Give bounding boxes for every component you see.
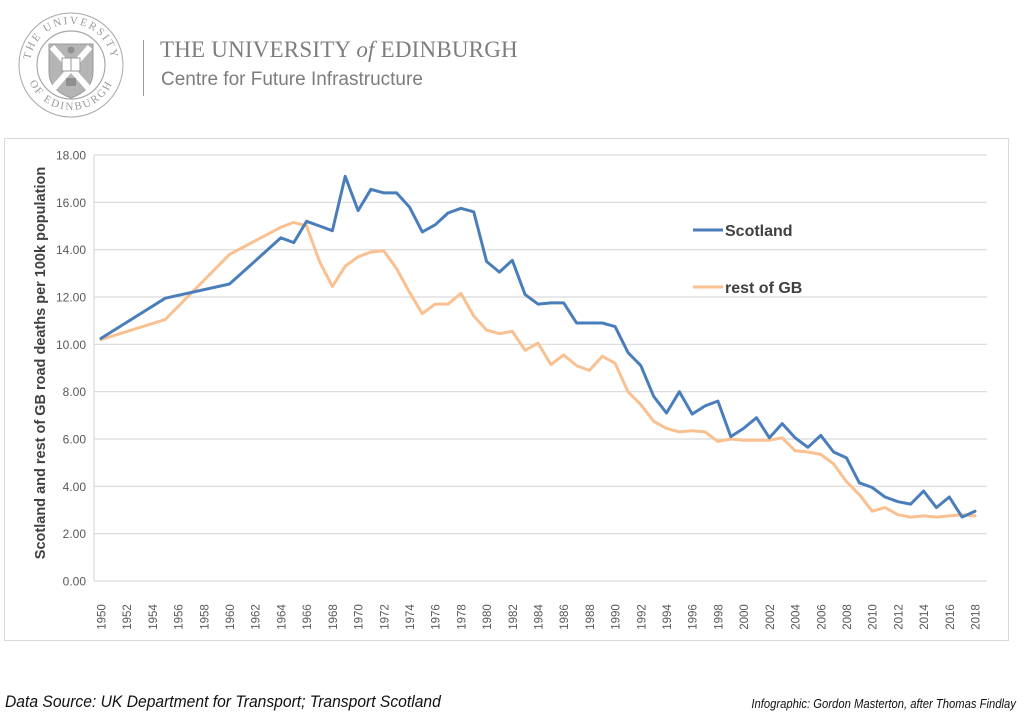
y-tick-label: 6.00 bbox=[63, 433, 87, 447]
x-tick-label: 1970 bbox=[354, 604, 366, 630]
legend-label-scotland: Scotland bbox=[725, 223, 793, 240]
university-name-suffix: EDINBURGH bbox=[374, 37, 518, 62]
x-tick-label: 1980 bbox=[482, 604, 494, 630]
series-line-scotland bbox=[99, 174, 977, 519]
university-name-prefix: THE UNIVERSITY bbox=[160, 37, 357, 62]
y-tick-label: 2.00 bbox=[63, 527, 87, 541]
y-tick-label: 10.00 bbox=[56, 338, 86, 352]
x-tick-label: 1972 bbox=[379, 604, 391, 630]
x-tick-label: 1998 bbox=[713, 604, 725, 630]
gridlines bbox=[93, 154, 987, 582]
x-tick-label: 2014 bbox=[919, 604, 931, 630]
y-tick-label: 0.00 bbox=[63, 575, 87, 589]
x-tick-label: 1996 bbox=[688, 604, 700, 630]
y-tick-label: 14.00 bbox=[56, 243, 86, 257]
x-tick-label: 2016 bbox=[945, 604, 957, 630]
x-tick-label: 1960 bbox=[225, 604, 237, 630]
y-tick-label: 16.00 bbox=[56, 196, 86, 210]
y-tick-label: 8.00 bbox=[63, 385, 87, 399]
x-tick-label: 1976 bbox=[431, 604, 443, 630]
y-tick-label: 12.00 bbox=[56, 291, 86, 305]
x-tick-label: 2018 bbox=[971, 604, 983, 630]
series-lines bbox=[99, 174, 977, 519]
x-tick-label: 1952 bbox=[122, 604, 134, 630]
y-tick-label: 18.00 bbox=[56, 149, 86, 163]
x-axis-ticks: 1950 1952 1954 1956 1958 1960 1962 1964 1966 1968… bbox=[97, 604, 983, 630]
y-tick-label: 4.00 bbox=[63, 480, 87, 494]
x-tick-label: 1954 bbox=[148, 604, 160, 630]
x-tick-label: 1982 bbox=[508, 604, 520, 630]
data-source-caption: Data Source: UK Department for Transport… bbox=[5, 692, 441, 711]
chart-frame bbox=[4, 138, 1009, 641]
infographic-credit: Infographic: Gordon Masterton, after Tho… bbox=[751, 697, 1016, 711]
logo-divider bbox=[143, 40, 144, 96]
y-axis-ticks: 0.00 2.00 4.00 6.00 8.00 10.00 12.00 14.00 16.00… bbox=[56, 149, 86, 589]
x-tick-label: 1950 bbox=[97, 604, 109, 630]
series-line-rest-of-gb bbox=[99, 220, 977, 519]
x-tick-label: 1958 bbox=[199, 604, 211, 630]
university-seal-logo: THE UNIVERSITY OF EDINBURGH bbox=[18, 12, 124, 118]
legend-label-rest-of-gb: rest of GB bbox=[725, 280, 802, 297]
y-axis-label: Scotland and rest of GB road deaths per … bbox=[33, 167, 49, 559]
x-tick-label: 1974 bbox=[405, 604, 417, 630]
x-tick-label: 1966 bbox=[302, 604, 314, 630]
x-tick-label: 1962 bbox=[251, 604, 263, 630]
x-tick-label: 1990 bbox=[611, 604, 623, 630]
x-tick-label: 1984 bbox=[534, 604, 546, 630]
x-tick-label: 1992 bbox=[636, 604, 648, 630]
x-tick-label: 2004 bbox=[791, 604, 803, 630]
x-tick-label: 2006 bbox=[816, 604, 828, 630]
x-tick-label: 1968 bbox=[328, 604, 340, 630]
x-tick-label: 1988 bbox=[585, 604, 597, 630]
x-tick-label: 2000 bbox=[739, 604, 751, 630]
university-name-of: of bbox=[356, 37, 375, 62]
x-tick-label: 1986 bbox=[559, 604, 571, 630]
x-tick-label: 2010 bbox=[868, 604, 880, 630]
university-name: THE UNIVERSITY of EDINBURGH bbox=[160, 37, 518, 63]
x-tick-label: 2008 bbox=[842, 604, 854, 630]
x-tick-label: 1956 bbox=[174, 604, 186, 630]
x-tick-label: 2002 bbox=[765, 604, 777, 630]
x-tick-label: 1978 bbox=[456, 604, 468, 630]
x-tick-label: 1964 bbox=[276, 604, 288, 630]
x-tick-label: 2012 bbox=[893, 604, 905, 630]
x-tick-label: 1994 bbox=[662, 604, 674, 630]
legend: Scotland rest of GB bbox=[693, 223, 802, 297]
centre-name: Centre for Future Infrastructure bbox=[161, 69, 423, 90]
